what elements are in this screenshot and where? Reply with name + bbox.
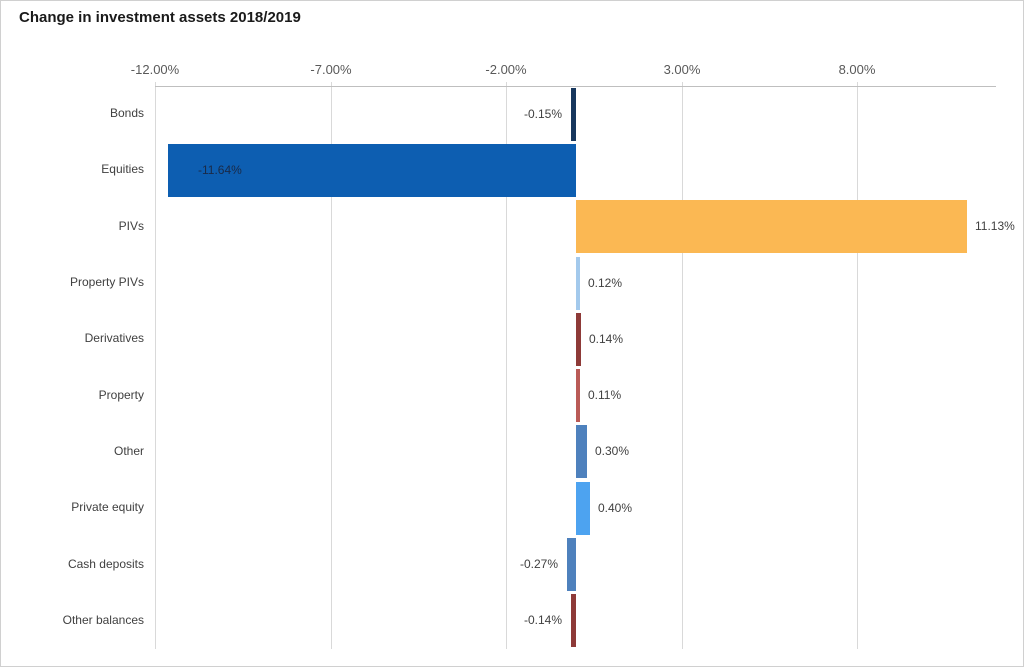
x-axis-tick-label: -7.00% bbox=[310, 62, 352, 77]
x-axis-tick-label: -2.00% bbox=[485, 62, 527, 77]
bar-property-pivs bbox=[576, 257, 581, 310]
bar-derivatives bbox=[576, 313, 582, 366]
bar-other bbox=[576, 425, 587, 478]
gridline bbox=[857, 82, 858, 649]
category-label: Cash deposits bbox=[67, 557, 144, 571]
category-label: Equities bbox=[101, 162, 144, 176]
category-label: Bonds bbox=[109, 106, 144, 120]
gridline bbox=[331, 82, 332, 649]
bar-property bbox=[576, 369, 581, 422]
x-axis-tick-label: 3.00% bbox=[663, 62, 701, 77]
gridline bbox=[155, 82, 156, 649]
chart-title: Change in investment assets 2018/2019 bbox=[19, 9, 301, 26]
gridline bbox=[682, 82, 683, 649]
data-label: 0.14% bbox=[589, 332, 624, 346]
data-label: 11.13% bbox=[975, 219, 1015, 233]
category-label: Other bbox=[113, 444, 144, 458]
category-label: Private equity bbox=[71, 500, 144, 514]
data-label: 0.12% bbox=[588, 276, 623, 290]
data-label: 0.11% bbox=[588, 388, 622, 402]
category-label: Other balances bbox=[62, 613, 144, 627]
category-label: Property bbox=[98, 388, 144, 402]
x-axis-tick-label: 8.00% bbox=[838, 62, 876, 77]
category-label: Derivatives bbox=[84, 331, 144, 345]
bar-private-equity bbox=[576, 482, 591, 535]
x-axis-line bbox=[155, 86, 996, 87]
category-label: Property PIVs bbox=[69, 275, 144, 289]
bar-cash-deposits bbox=[566, 538, 577, 591]
category-label: PIVs bbox=[118, 219, 144, 233]
bar-bonds bbox=[570, 88, 577, 141]
data-label: -0.14% bbox=[523, 613, 562, 627]
x-axis-tick-label: -12.00% bbox=[130, 62, 180, 77]
data-label: -0.15% bbox=[523, 107, 562, 121]
data-label: -11.64% bbox=[198, 163, 242, 177]
bar-equities bbox=[167, 144, 577, 197]
data-label: -0.27% bbox=[519, 557, 558, 571]
bar-pivs bbox=[576, 200, 967, 253]
bar-other-balances bbox=[571, 594, 577, 647]
gridline bbox=[506, 82, 507, 649]
data-label: 0.30% bbox=[595, 444, 630, 458]
data-label: 0.40% bbox=[598, 501, 633, 515]
